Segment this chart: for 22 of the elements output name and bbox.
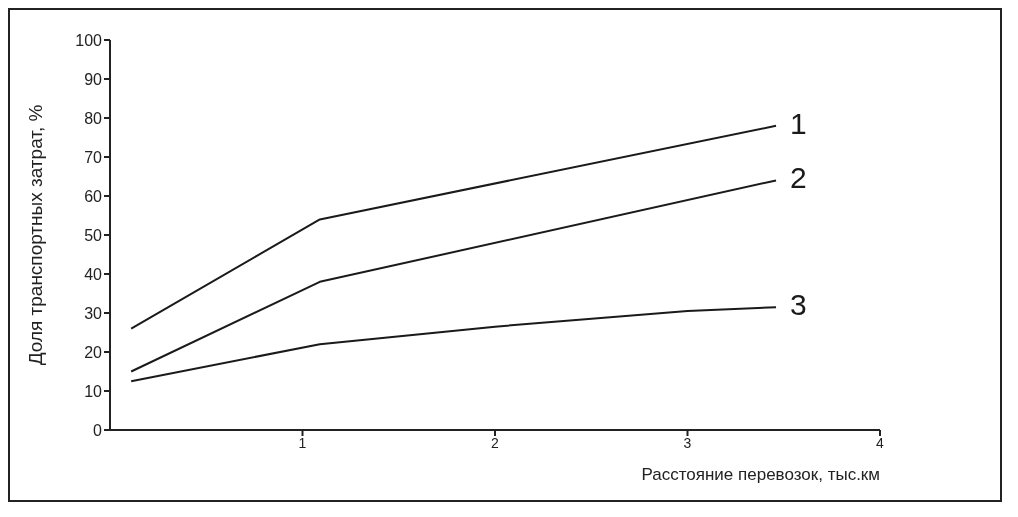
x-axis-title: Расстояние перевозок, тыс.км <box>641 465 880 484</box>
frame: 1 2 3 4 Расстояние перевозок, тыс.км 0 10 20 30 40 50 60 70 80 90 100 Доля транспортных затрат, % 1 2 3 <box>8 8 1002 502</box>
line-series <box>130 306 778 383</box>
y-tick-label: 80 <box>84 109 103 127</box>
y-axis-title: Доля транспортных затрат, % <box>24 104 46 366</box>
y-tick-label: 30 <box>84 304 103 322</box>
x-tick-label: 3 <box>683 434 692 451</box>
series-label: 2 <box>790 161 807 195</box>
y-tick-label: 50 <box>84 226 103 244</box>
series-label: 3 <box>790 288 807 322</box>
y-tick-label: 90 <box>84 70 103 88</box>
y-tick-label: 40 <box>84 265 103 283</box>
y-tick-label: 70 <box>84 148 103 166</box>
x-tick-label: 2 <box>491 434 500 451</box>
y-tick-label: 60 <box>84 187 103 205</box>
x-tick-label: 4 <box>876 434 885 451</box>
y-tick-label: 10 <box>84 382 103 400</box>
y-tick-label: 0 <box>93 421 103 439</box>
series-label: 1 <box>790 106 807 140</box>
x-tick-label: 1 <box>298 434 307 451</box>
y-tick-label: 100 <box>75 31 103 49</box>
y-tick-label: 20 <box>84 343 103 361</box>
